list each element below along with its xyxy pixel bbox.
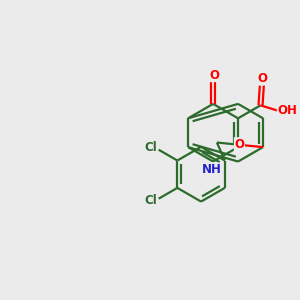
Text: NH: NH [202,163,222,176]
Text: Cl: Cl [145,141,157,154]
Text: O: O [210,69,220,82]
Text: O: O [257,72,268,85]
Text: O: O [234,138,244,151]
Text: Cl: Cl [145,194,157,208]
Text: OH: OH [278,104,297,117]
